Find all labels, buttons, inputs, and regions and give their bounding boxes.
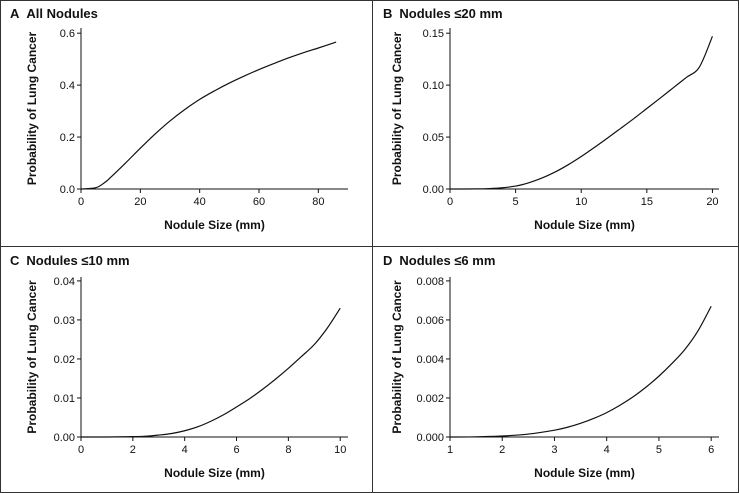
panel-a-chart: 0.0 0.2 0.4 0.6 0 20 40 60 80 Nodule Size (mm) Pro… [25,28,348,232]
x-tick-label: 0 [447,196,453,208]
panel-d-title-text: Nodules ≤6 mm [399,253,496,268]
x-tick-label: 5 [513,196,519,208]
x-tick-label: 2 [499,444,505,456]
y-axis-label: Probability of Lung Cancer [25,32,39,186]
x-tick-label: 6 [708,444,714,456]
y-tick-label: 0.2 [60,132,75,144]
series-line [449,305,712,438]
y-tick-label: 0.4 [60,80,75,92]
y-axis-label: Probability of Lung Cancer [390,280,404,434]
y-tick-label: 0.008 [416,276,444,288]
x-tick-label: 4 [604,444,610,456]
series-line [80,41,337,190]
x-tick-label: 0 [78,196,84,208]
y-tick-label: 0.004 [416,354,444,366]
panel-d-title: D Nodules ≤6 mm [383,253,495,268]
x-tick-label: 5 [656,444,662,456]
panel-b-chart: 0.00 0.05 0.10 0.15 0 5 10 15 20 Nodule Size (mm)… [390,28,719,232]
y-axis-label: Probability of Lung Cancer [25,280,39,434]
y-tick-label: 0.04 [54,276,75,288]
y-tick-label: 0.02 [54,354,75,366]
x-axis-label: Nodule Size (mm) [534,218,635,232]
x-tick-label: 10 [575,196,587,208]
y-tick-label: 0.6 [60,28,75,40]
panel-b-title-text: Nodules ≤20 mm [399,6,503,21]
y-tick-label: 0.0 [60,184,75,196]
x-tick-label: 2 [130,444,136,456]
x-tick-label: 80 [312,196,324,208]
y-axis-label: Probability of Lung Cancer [390,32,404,186]
x-tick-label: 10 [334,444,346,456]
x-tick-label: 4 [182,444,188,456]
panel-d-letter: D [383,253,393,268]
y-tick-label: 0.10 [423,80,444,92]
x-axis-label: Nodule Size (mm) [534,466,635,480]
panel-c-title: C Nodules ≤10 mm [10,253,130,268]
panel-b: B Nodules ≤20 mm 0.00 0.05 0.10 0.15 0 5 10 15 20… [373,0,739,246]
y-tick-label: 0.000 [416,432,444,444]
x-tick-label: 0 [78,444,84,456]
panel-a-letter: A [10,6,20,21]
panel-a-title: A All Nodules [10,6,98,21]
panel-a-title-text: All Nodules [26,6,98,21]
panel-divider-horizontal [0,246,739,247]
x-tick-label: 3 [551,444,557,456]
x-axis-label: Nodule Size (mm) [164,466,265,480]
panel-d-chart: 0.000 0.002 0.004 0.006 0.008 1 2 3 4 5 6 Nodule Si… [390,276,719,480]
panel-d: D Nodules ≤6 mm 0.000 0.002 0.004 0.006 0.008… [373,247,739,493]
y-tick-label: 0.01 [54,393,75,405]
panel-a: A All Nodules 0.0 0.2 0.4 0.6 0 20 40 60 80 Nodule… [0,0,372,246]
x-tick-label: 60 [253,196,265,208]
series-line [449,36,713,190]
y-tick-label: 0.15 [423,28,444,40]
x-tick-label: 8 [285,444,291,456]
series-line [80,307,341,438]
x-tick-label: 6 [233,444,239,456]
y-tick-label: 0.00 [54,432,75,444]
y-tick-label: 0.03 [54,315,75,327]
x-tick-label: 20 [134,196,146,208]
x-tick-label: 15 [641,196,653,208]
panel-b-letter: B [383,6,393,21]
y-tick-label: 0.006 [416,315,444,327]
y-tick-label: 0.00 [423,184,444,196]
x-tick-label: 40 [194,196,206,208]
x-tick-label: 1 [447,444,453,456]
y-tick-label: 0.05 [423,132,444,144]
panel-c: C Nodules ≤10 mm 0.00 0.01 0.02 0.03 0.04 0 2 4 6… [0,247,372,493]
panel-c-letter: C [10,253,20,268]
panel-b-title: B Nodules ≤20 mm [383,6,503,21]
x-axis-label: Nodule Size (mm) [164,218,265,232]
y-tick-label: 0.002 [416,393,444,405]
x-tick-label: 20 [706,196,718,208]
panel-c-title-text: Nodules ≤10 mm [26,253,130,268]
panel-c-chart: 0.00 0.01 0.02 0.03 0.04 0 2 4 6 8 10 Nodule Size (… [25,276,348,480]
